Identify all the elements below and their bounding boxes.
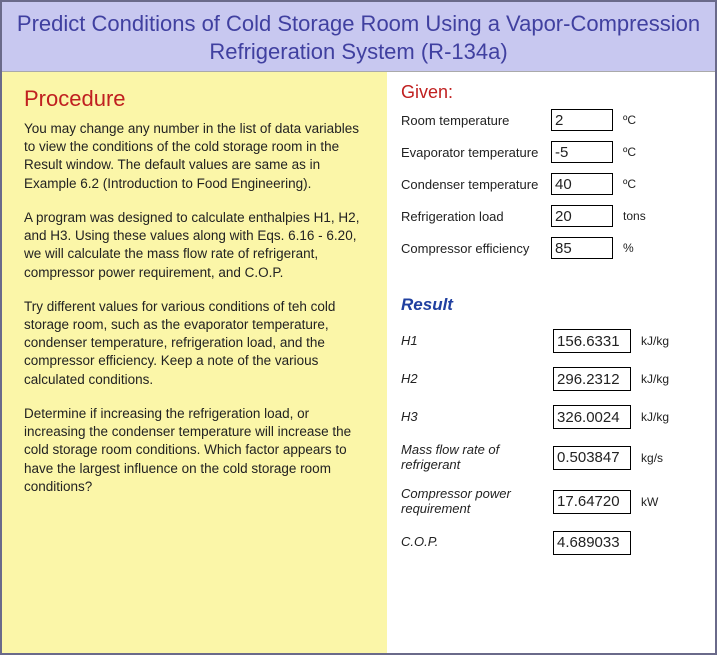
room-temp-unit: ºC <box>623 113 636 127</box>
h3-unit: kJ/kg <box>641 410 669 424</box>
result-row-h1: H1 156.6331 kJ/kg <box>401 329 701 353</box>
app-window: Predict Conditions of Cold Storage Room … <box>0 0 717 655</box>
h2-unit: kJ/kg <box>641 372 669 386</box>
procedure-p3: Try different values for various conditi… <box>24 298 369 389</box>
procedure-p1: You may change any number in the list of… <box>24 120 369 193</box>
evap-temp-label: Evaporator temperature <box>401 145 551 160</box>
cond-temp-input[interactable]: 40 <box>551 173 613 195</box>
cond-temp-label: Condenser temperature <box>401 177 551 192</box>
title-bar: Predict Conditions of Cold Storage Room … <box>2 2 715 72</box>
mass-flow-unit: kg/s <box>641 451 663 465</box>
result-row-mass-flow: Mass flow rate of refrigerant 0.503847 k… <box>401 443 701 473</box>
room-temp-input[interactable]: 2 <box>551 109 613 131</box>
result-heading: Result <box>401 295 701 315</box>
result-row-h3: H3 326.0024 kJ/kg <box>401 405 701 429</box>
procedure-text: You may change any number in the list of… <box>24 120 369 496</box>
comp-eff-input[interactable]: 85 <box>551 237 613 259</box>
mass-flow-label: Mass flow rate of refrigerant <box>401 443 553 473</box>
procedure-heading: Procedure <box>24 86 369 112</box>
comp-eff-label: Compressor efficiency <box>401 241 551 256</box>
given-row-cond-temp: Condenser temperature 40 ºC <box>401 173 701 195</box>
cop-label: C.O.P. <box>401 535 553 550</box>
refrig-load-label: Refrigeration load <box>401 209 551 224</box>
evap-temp-input[interactable]: -5 <box>551 141 613 163</box>
h3-output: 326.0024 <box>553 405 631 429</box>
content-area: Procedure You may change any number in t… <box>2 72 715 653</box>
h1-label: H1 <box>401 334 553 349</box>
result-row-h2: H2 296.2312 kJ/kg <box>401 367 701 391</box>
result-row-comp-power: Compressor power requirement 17.64720 kW <box>401 487 701 517</box>
h2-output: 296.2312 <box>553 367 631 391</box>
h2-label: H2 <box>401 372 553 387</box>
comp-power-output: 17.64720 <box>553 490 631 514</box>
result-row-cop: C.O.P. 4.689033 <box>401 531 701 555</box>
mass-flow-output: 0.503847 <box>553 446 631 470</box>
h1-output: 156.6331 <box>553 329 631 353</box>
h1-unit: kJ/kg <box>641 334 669 348</box>
given-row-room-temp: Room temperature 2 ºC <box>401 109 701 131</box>
refrig-load-unit: tons <box>623 209 646 223</box>
cond-temp-unit: ºC <box>623 177 636 191</box>
given-heading: Given: <box>401 82 701 103</box>
comp-eff-unit: % <box>623 241 634 255</box>
given-row-evap-temp: Evaporator temperature -5 ºC <box>401 141 701 163</box>
h3-label: H3 <box>401 410 553 425</box>
given-row-comp-eff: Compressor efficiency 85 % <box>401 237 701 259</box>
comp-power-label: Compressor power requirement <box>401 487 553 517</box>
procedure-p2: A program was designed to calculate enth… <box>24 209 369 282</box>
data-panel: Given: Room temperature 2 ºC Evaporator … <box>387 72 715 653</box>
refrig-load-input[interactable]: 20 <box>551 205 613 227</box>
evap-temp-unit: ºC <box>623 145 636 159</box>
procedure-panel: Procedure You may change any number in t… <box>2 72 387 653</box>
procedure-p4: Determine if increasing the refrigeratio… <box>24 405 369 496</box>
page-title: Predict Conditions of Cold Storage Room … <box>12 10 705 65</box>
room-temp-label: Room temperature <box>401 113 551 128</box>
cop-output: 4.689033 <box>553 531 631 555</box>
given-row-refrig-load: Refrigeration load 20 tons <box>401 205 701 227</box>
comp-power-unit: kW <box>641 495 658 509</box>
